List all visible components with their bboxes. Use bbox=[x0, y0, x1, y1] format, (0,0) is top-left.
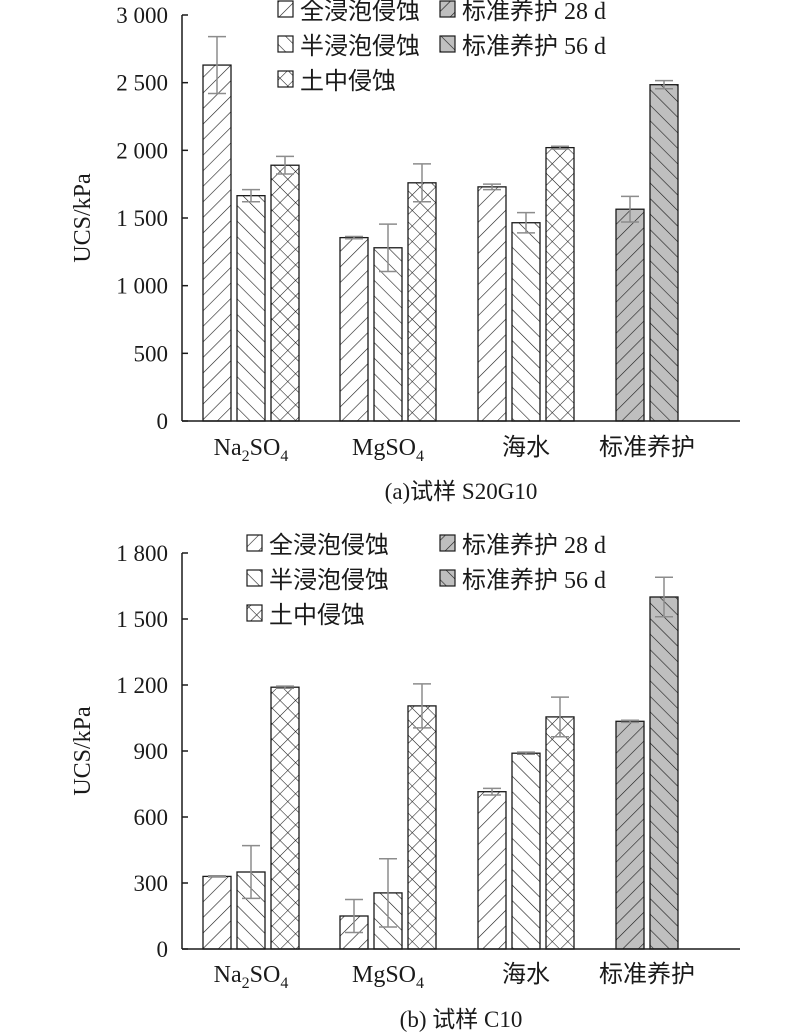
bar bbox=[270, 164, 300, 422]
legend-label: 半浸泡侵蚀 bbox=[269, 567, 389, 594]
bar bbox=[615, 720, 645, 950]
y-tick-label: 2 000 bbox=[116, 138, 168, 163]
legend-label: 标准养护 56 d bbox=[462, 567, 606, 594]
category-label: MgSO4 bbox=[352, 435, 424, 465]
bar bbox=[615, 208, 645, 422]
category-label: Na2SO4 bbox=[214, 435, 289, 465]
y-tick-label: 900 bbox=[134, 739, 169, 764]
legend-swatch bbox=[439, 534, 456, 552]
legend-label: 标准养护 56 d bbox=[462, 33, 606, 60]
category-label: Na2SO4 bbox=[214, 962, 289, 992]
y-ticks-b bbox=[182, 552, 188, 950]
bar bbox=[477, 791, 507, 950]
bar bbox=[407, 182, 437, 422]
bar bbox=[649, 596, 679, 950]
legend-label: 全浸泡侵蚀 bbox=[300, 0, 420, 25]
bar bbox=[477, 186, 507, 422]
legend-label: 土中侵蚀 bbox=[300, 68, 396, 95]
category-label: 标准养护 bbox=[599, 961, 695, 988]
legend-label: 标准养护 28 d bbox=[462, 0, 606, 25]
y-tick-label: 1 500 bbox=[116, 206, 168, 231]
bar bbox=[373, 247, 403, 422]
bar bbox=[511, 222, 541, 422]
bar bbox=[202, 875, 232, 950]
legend-swatch bbox=[246, 534, 263, 552]
plot-a-errorbars bbox=[208, 35, 673, 273]
category-label: 海水 bbox=[502, 961, 550, 988]
y-tick-label: 600 bbox=[134, 805, 169, 830]
y-ticks-a bbox=[182, 14, 188, 422]
y-tick-label: 300 bbox=[134, 871, 169, 896]
legend-swatch bbox=[277, 35, 294, 53]
chart-panel-b: 0 300 600 900 1 200 1 500 1 800 UCS/kPa Na2SO4… bbox=[70, 532, 740, 1032]
bar bbox=[339, 236, 369, 422]
legend-swatch bbox=[246, 604, 263, 622]
legend-swatch bbox=[439, 35, 456, 53]
caption-a: (a)试样 S20G10 bbox=[385, 479, 538, 504]
y-tick-label: 3 000 bbox=[116, 3, 168, 28]
y-tick-label: 0 bbox=[157, 937, 169, 962]
category-label: 标准养护 bbox=[599, 434, 695, 461]
y-axis-label-a: UCS/kPa bbox=[70, 173, 96, 263]
bar bbox=[511, 752, 541, 950]
y-tick-label: 1 200 bbox=[116, 673, 168, 698]
y-tick-labels-b: 0 300 600 900 1 200 1 500 1 800 bbox=[116, 541, 168, 962]
category-labels-b: Na2SO4 MgSO4 海水 标准养护 bbox=[214, 961, 695, 992]
plot-b-bars bbox=[202, 596, 679, 950]
legend-swatch bbox=[439, 569, 456, 587]
plot-a-bars bbox=[202, 64, 679, 422]
y-tick-labels-a: 0 500 1 000 1 500 2 000 2 500 3 000 bbox=[116, 3, 168, 434]
caption-b: (b) 试样 C10 bbox=[400, 1007, 523, 1032]
legend-b: 全浸泡侵蚀 标准养护 28 d 半浸泡侵蚀 标准养护 56 d 土中侵蚀 bbox=[246, 532, 606, 629]
y-tick-label: 1 000 bbox=[116, 274, 168, 299]
y-tick-label: 2 500 bbox=[116, 71, 168, 96]
bar bbox=[236, 195, 266, 422]
legend-swatch bbox=[246, 569, 263, 587]
bar bbox=[202, 64, 232, 422]
legend-a: 全浸泡侵蚀 标准养护 28 d 半浸泡侵蚀 标准养护 56 d 土中侵蚀 bbox=[277, 0, 606, 95]
bar bbox=[649, 84, 679, 422]
legend-swatch bbox=[439, 0, 456, 18]
y-tick-label: 500 bbox=[134, 341, 169, 366]
category-labels-a: Na2SO4 MgSO4 海水 标准养护 bbox=[214, 434, 695, 465]
bar bbox=[545, 146, 575, 422]
bar bbox=[407, 705, 437, 950]
plot-b-errorbars bbox=[208, 576, 673, 934]
legend-swatch bbox=[277, 0, 294, 18]
category-label: MgSO4 bbox=[352, 962, 424, 992]
category-label: 海水 bbox=[502, 434, 550, 461]
bar bbox=[270, 686, 300, 950]
legend-label: 土中侵蚀 bbox=[269, 602, 365, 629]
y-tick-label: 0 bbox=[157, 409, 169, 434]
legend-label: 全浸泡侵蚀 bbox=[269, 532, 389, 559]
legend-label: 半浸泡侵蚀 bbox=[300, 33, 420, 60]
y-tick-label: 1 800 bbox=[116, 541, 168, 566]
bar bbox=[545, 716, 575, 950]
legend-swatch bbox=[277, 70, 294, 88]
legend-label: 标准养护 28 d bbox=[462, 532, 606, 559]
chart-panel-a: 0 500 1 000 1 500 2 000 2 500 3 000 UCS/kPa Na… bbox=[70, 0, 740, 504]
y-tick-label: 1 500 bbox=[116, 607, 168, 632]
y-axis-label-b: UCS/kPa bbox=[70, 706, 96, 796]
